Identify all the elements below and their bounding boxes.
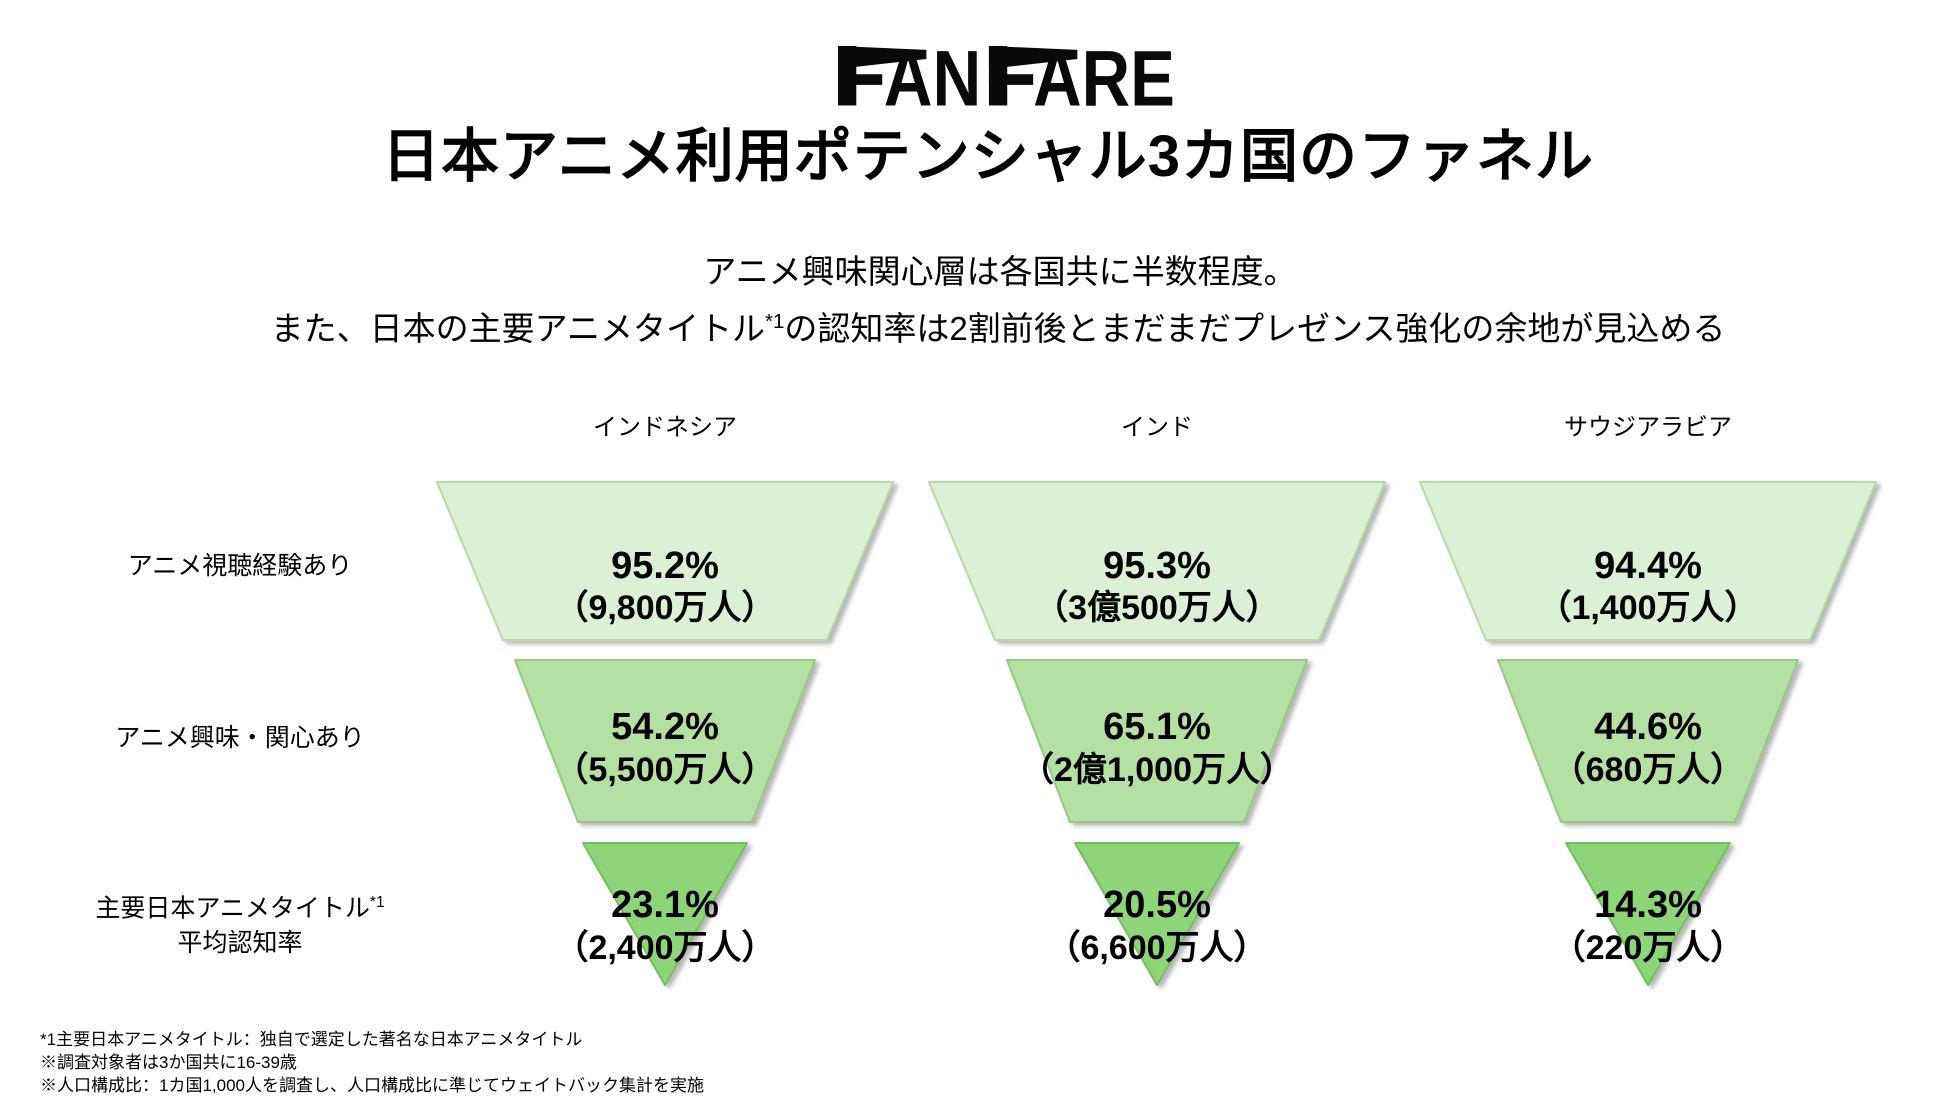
- funnel-stage-3-shape: [1074, 842, 1240, 986]
- stage1-people: （3億500万人）: [1034, 589, 1280, 627]
- stage2-people: （2億1,000万人）: [1020, 751, 1294, 789]
- stage1-people: （9,800万人）: [554, 589, 776, 627]
- stage2-people: （5,500万人）: [554, 751, 776, 789]
- funnel-stage-3-shape: [1565, 842, 1731, 986]
- funnel-stage-2-shape: [1006, 659, 1308, 823]
- fanfare-logo: AN ARE: [838, 33, 1178, 122]
- stage-label-interested: アニメ興味・関心あり: [115, 724, 365, 752]
- funnel-stage-2-shape: [1497, 659, 1799, 823]
- stage3-people: （6,600万人）: [1046, 929, 1268, 967]
- funnel-chart: [436, 481, 894, 986]
- stage1-percent: 95.2%: [611, 545, 719, 587]
- logo-letters-an: AN: [884, 46, 982, 107]
- funnel-stage-1-shape: [928, 481, 1386, 641]
- footnote-line: *1主要日本アニメタイトル：独自で選定した著名な日本アニメタイトル: [40, 1030, 583, 1049]
- logo-letters-are: ARE: [1033, 46, 1175, 107]
- funnel-stage-1-shape: [1419, 481, 1877, 641]
- stage-label-watched: アニメ視聴経験あり: [127, 552, 353, 580]
- stage1-percent: 94.4%: [1594, 545, 1702, 587]
- footnote-line: ※人口構成比：1カ国1,000人を調査し、人口構成比に準じてウェイトバック集計を…: [40, 1076, 704, 1095]
- stage3-percent: 20.5%: [1103, 884, 1211, 926]
- subtitle-line1: アニメ興味関心層は各国共に半数程度。: [703, 253, 1297, 290]
- funnel-stage-2-shape: [514, 659, 816, 823]
- country-header: サウジアラビア: [1564, 414, 1732, 441]
- stage3-percent: 14.3%: [1594, 884, 1702, 926]
- stage2-percent: 65.1%: [1103, 706, 1211, 748]
- footnotes: *1主要日本アニメタイトル：独自で選定した著名な日本アニメタイトル ※調査対象者…: [40, 1028, 704, 1097]
- funnel-chart: [1419, 481, 1877, 986]
- funnel-column-india: インド 95.3% （3億500万人） 65.1% （2億1,000万人） 20…: [907, 405, 1407, 1000]
- subtitle-footnote-marker: *1: [764, 310, 785, 333]
- fanfare-logo-graphic: AN ARE: [838, 33, 1175, 122]
- main-title: 日本アニメ利用ポテンシャル3カ国のファネル: [381, 124, 1595, 189]
- stage2-percent: 44.6%: [1594, 706, 1702, 748]
- logo-letter-f2: [988, 46, 1078, 106]
- stage2-people: （680万人）: [1551, 751, 1745, 789]
- country-header: インドネシア: [593, 414, 737, 441]
- country-header: インド: [1121, 414, 1193, 441]
- subtitle-line2: また、日本の主要アニメタイトル*1の認知率は2割前後とまだまだプレゼンス強化の余…: [270, 310, 1726, 347]
- stage2-percent: 54.2%: [611, 706, 719, 748]
- stage3-percent: 23.1%: [611, 884, 719, 926]
- funnel-chart: [928, 481, 1386, 986]
- funnel-column-saudi-arabia: サウジアラビア 94.4% （1,400万人） 44.6% （680万人） 14…: [1398, 405, 1898, 1000]
- stage3-people: （220万人）: [1551, 929, 1745, 967]
- funnel-stage-1-shape: [436, 481, 894, 641]
- funnel-stage-3-shape: [582, 842, 748, 986]
- stage1-people: （1,400万人）: [1537, 589, 1759, 627]
- funnel-column-indonesia: インドネシア 95.2% （9,800万人） 54.2% （5,500万人） 2…: [415, 405, 915, 1000]
- logo-letter-f1: [838, 46, 927, 106]
- stage1-percent: 95.3%: [1103, 545, 1211, 587]
- stage-label-footnote-marker: *1: [369, 894, 385, 911]
- stage3-people: （2,400万人）: [554, 929, 776, 967]
- footnote-line: ※調査対象者は3か国共に16-39歳: [40, 1053, 297, 1072]
- stage-label-awareness: 主要日本アニメタイトル*1 平均認知率: [95, 894, 385, 958]
